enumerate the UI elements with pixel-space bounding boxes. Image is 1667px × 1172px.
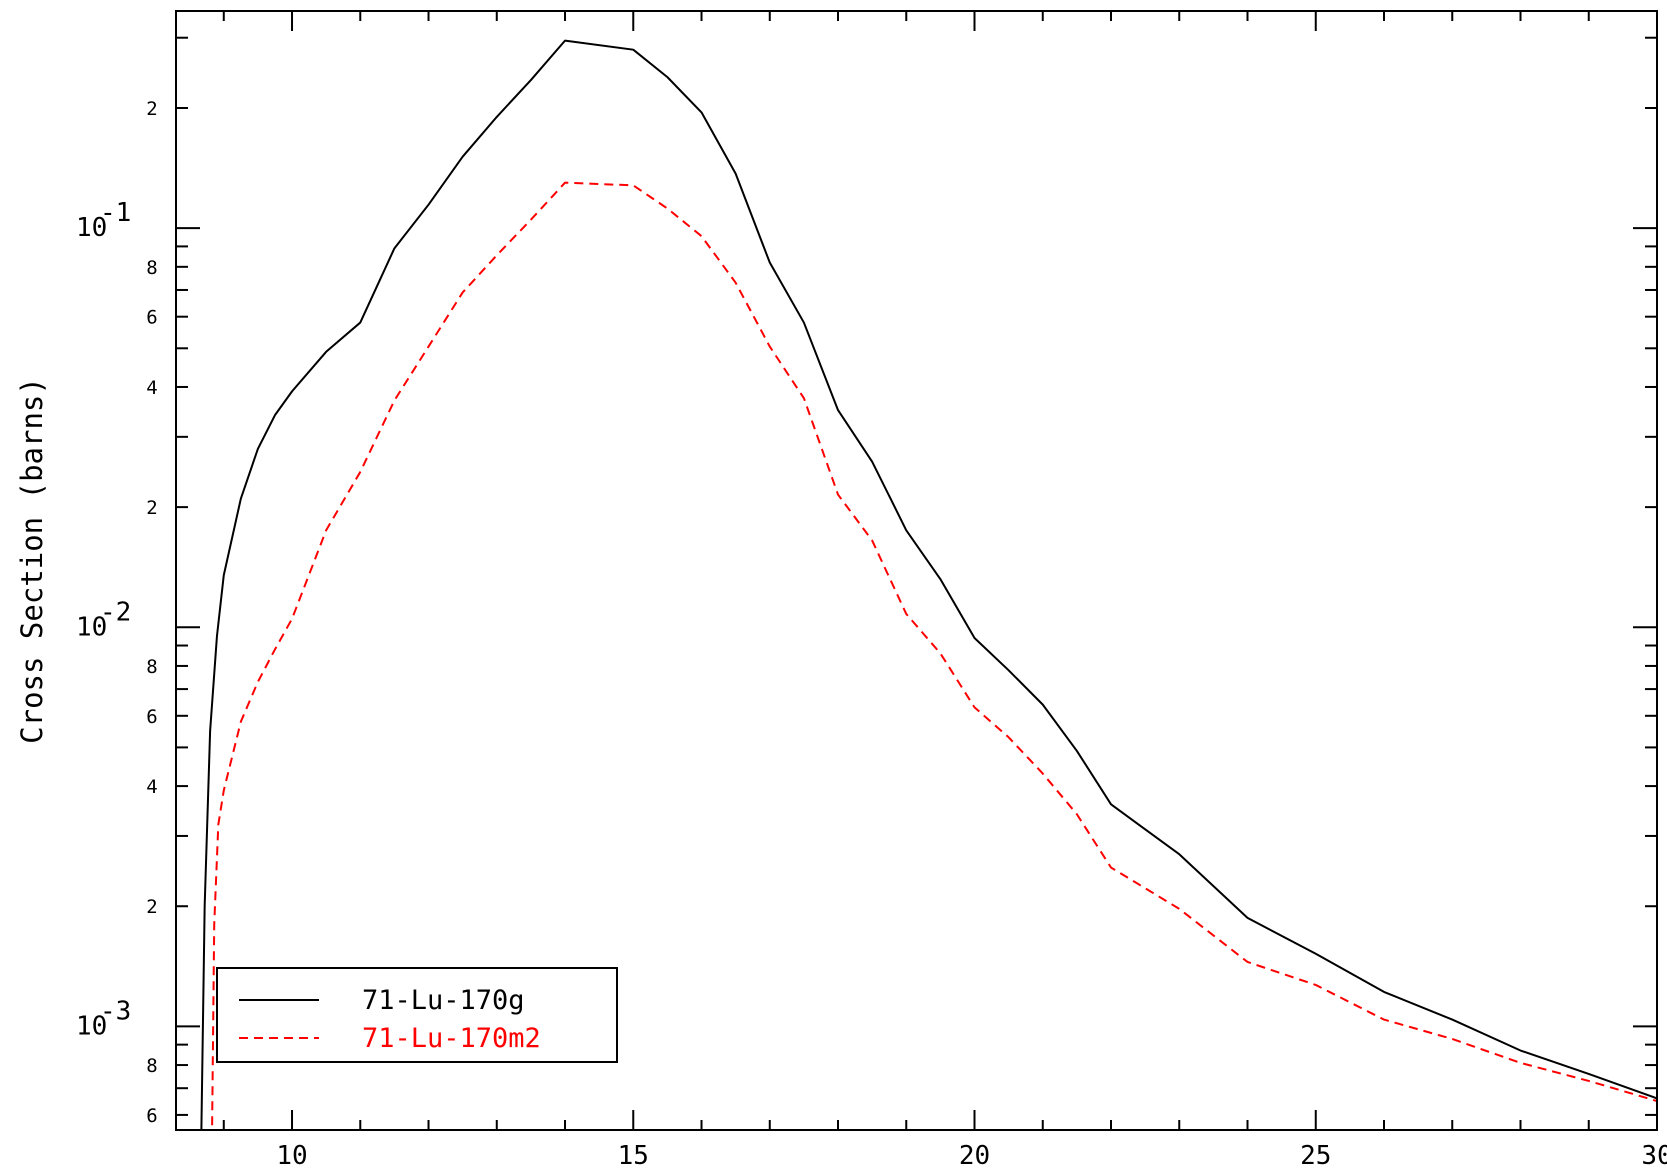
series-line-1 [200, 39, 1657, 1130]
y-minor-label: 8 [146, 656, 157, 678]
series-layer [200, 39, 1657, 1130]
y-minor-label: 4 [146, 377, 157, 399]
legend-label-2: 71-Lu-170m2 [362, 1023, 541, 1054]
y-minor-label: 2 [146, 896, 157, 918]
y-axis-title: Cross Section (barns) [15, 377, 49, 744]
y-major-label-base: 10 [76, 1011, 107, 1041]
x-tick-label: 20 [959, 1141, 990, 1171]
x-tick-label: 25 [1300, 1141, 1331, 1171]
y-major-label-exp: -2 [100, 597, 131, 627]
series-line-2 [211, 181, 1657, 1130]
y-minor-label: 2 [146, 497, 157, 519]
y-major-label-base: 10 [76, 612, 107, 642]
y-minor-label: 6 [146, 1105, 157, 1127]
tick-layer [176, 11, 1658, 1130]
plot-frame [175, 10, 1658, 1131]
y-minor-label: 6 [146, 706, 157, 728]
y-minor-label: 8 [146, 257, 157, 279]
legend-label-1: 71-Lu-170g [362, 985, 525, 1016]
legend-entries: 71-Lu-170g 71-Lu-170m2 [239, 985, 541, 1054]
y-major-label-base: 10 [76, 213, 107, 243]
y-major-label-exp: -3 [100, 996, 131, 1026]
x-tick-label: 15 [618, 1141, 649, 1171]
y-minor-label: 6 [146, 307, 157, 329]
x-tick-label: 30 [1641, 1141, 1667, 1171]
y-minor-label: 4 [146, 776, 157, 798]
legend-box [216, 967, 618, 1063]
y-minor-label: 8 [146, 1055, 157, 1077]
x-tick-label: 10 [276, 1141, 307, 1171]
y-minor-label: 2 [146, 98, 157, 120]
legend: 71-Lu-170g 71-Lu-170m2 [216, 967, 618, 1063]
y-major-label-exp: -1 [100, 198, 131, 228]
